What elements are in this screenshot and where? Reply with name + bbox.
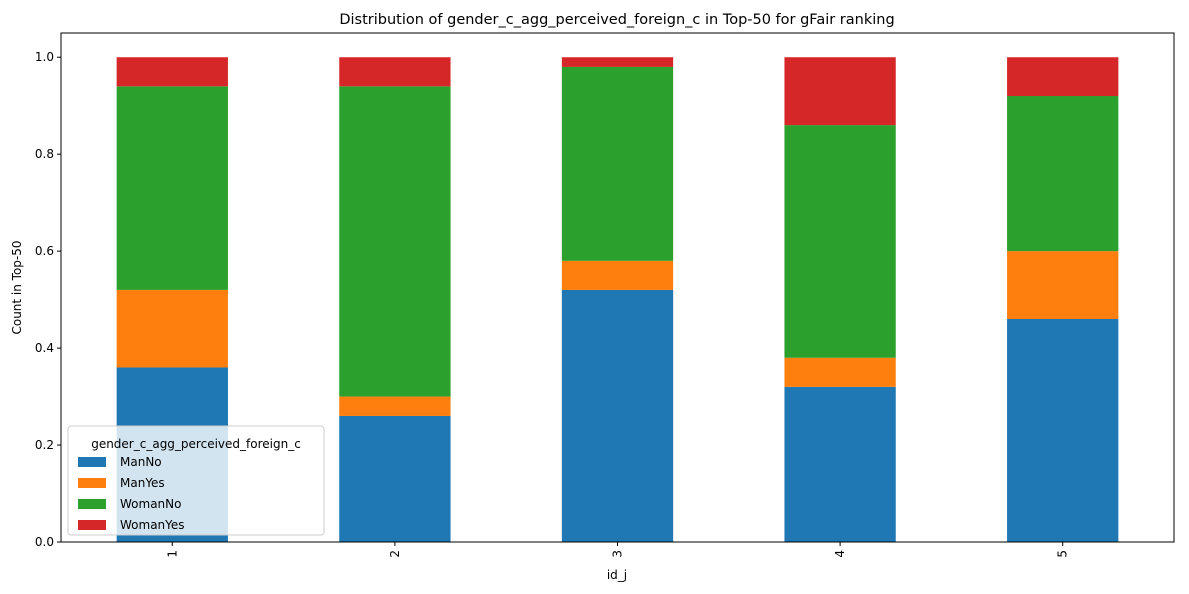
bar-segment-womanno-4 [784, 125, 896, 358]
y-tick-label: 0.0 [35, 535, 54, 549]
y-tick-label: 0.8 [35, 147, 54, 161]
legend-swatch-manyes [78, 478, 106, 488]
y-axis-label: Count in Top-50 [10, 240, 24, 334]
bar-segment-womanno-2 [339, 86, 451, 397]
y-tick-label: 1.0 [35, 50, 54, 64]
bar-segment-manno-2 [339, 415, 451, 542]
bar-segment-womanyes-2 [339, 57, 451, 87]
bar-segment-manyes-5 [1007, 251, 1119, 320]
y-tick-label: 0.2 [35, 438, 54, 452]
bar-group [116, 57, 1119, 542]
bar-segment-womanyes-4 [784, 57, 896, 126]
bar-segment-manyes-3 [561, 260, 674, 290]
legend-swatch-womanno [78, 499, 106, 509]
bar-segment-womanyes-3 [561, 57, 674, 67]
bar-segment-womanno-5 [1007, 96, 1119, 252]
bar-segment-womanyes-1 [116, 57, 228, 87]
legend: gender_c_agg_perceived_foreign_c ManNoMa… [67, 425, 325, 536]
legend-label-womanno: WomanNo [120, 497, 181, 511]
legend-label-manyes: ManYes [120, 476, 165, 490]
y-tick-label: 0.6 [35, 244, 54, 258]
bar-segment-manno-4 [784, 386, 896, 542]
bar-segment-womanyes-5 [1007, 57, 1119, 97]
x-tick-label: 2 [388, 550, 402, 558]
chart-title: Distribution of gender_c_agg_perceived_f… [339, 12, 894, 28]
bar-segment-manno-3 [561, 289, 674, 542]
legend-items: ManNo ManYes WomanNo WomanYes [78, 455, 185, 532]
legend-frame [67, 425, 325, 536]
y-tick-label: 0.4 [35, 341, 54, 355]
legend-title: gender_c_agg_perceived_foreign_c [91, 437, 301, 451]
bar-segment-manyes-2 [339, 396, 451, 416]
legend-label-womanyes: WomanYes [120, 518, 185, 532]
bar-segment-womanno-1 [116, 86, 228, 290]
x-axis: 1 2 3 4 5 [165, 542, 1070, 558]
x-tick-label: 1 [165, 550, 179, 558]
plot-frame [60, 32, 1175, 543]
bar-segment-manyes-4 [784, 357, 896, 387]
legend-swatch-womanyes [78, 520, 106, 530]
legend-label-manno: ManNo [120, 455, 162, 469]
bar-segment-manno-5 [1007, 319, 1119, 542]
legend-swatch-manno [78, 457, 106, 467]
x-axis-label: id_j [607, 568, 627, 582]
bar-segment-womanno-3 [561, 66, 674, 261]
x-tick-label: 3 [611, 550, 625, 558]
x-tick-label: 5 [1056, 550, 1070, 558]
y-axis: 0.0 0.2 0.4 0.6 0.8 1.0 [35, 50, 61, 549]
bar-segment-manyes-1 [116, 289, 228, 368]
x-tick-label: 4 [833, 550, 847, 558]
